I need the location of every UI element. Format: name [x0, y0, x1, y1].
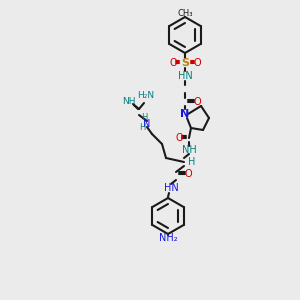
- Text: O: O: [175, 133, 183, 143]
- Text: H₂N: H₂N: [137, 91, 154, 100]
- Text: H: H: [139, 122, 145, 131]
- Text: NH: NH: [182, 145, 196, 155]
- Text: HN: HN: [178, 71, 192, 81]
- Text: S: S: [181, 58, 189, 68]
- Text: NH₂: NH₂: [159, 233, 177, 243]
- Text: CH₃: CH₃: [177, 8, 193, 17]
- Text: NH: NH: [122, 98, 136, 106]
- Text: O: O: [193, 58, 201, 68]
- Text: H: H: [141, 113, 147, 122]
- Text: H: H: [188, 157, 196, 167]
- Text: N: N: [143, 119, 151, 129]
- Text: O: O: [169, 58, 177, 68]
- Text: O: O: [184, 169, 192, 179]
- Text: N: N: [180, 109, 190, 119]
- Text: O: O: [193, 97, 201, 107]
- Text: HN: HN: [164, 183, 178, 193]
